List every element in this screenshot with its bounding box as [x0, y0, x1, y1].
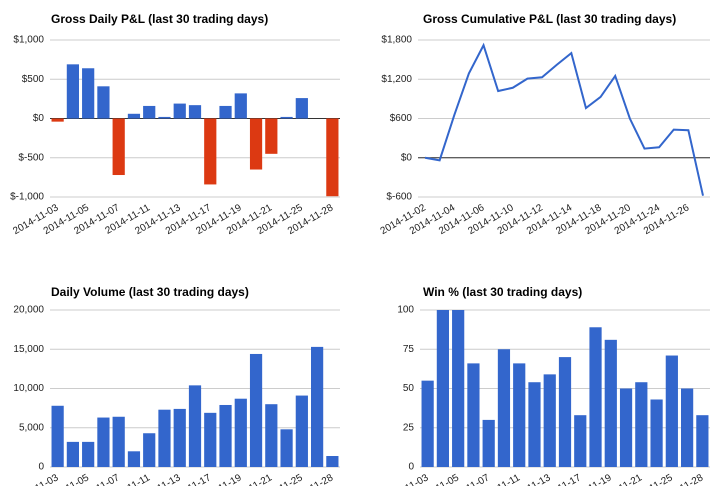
bar — [82, 68, 95, 119]
bar — [295, 98, 308, 119]
bar — [482, 419, 495, 467]
bar — [650, 399, 663, 467]
bar — [97, 86, 110, 119]
bar — [249, 118, 263, 170]
bar — [326, 456, 339, 467]
bar — [127, 451, 141, 467]
chart-panel: Gross Daily P&L (last 30 trading days) $-… — [10, 12, 340, 237]
bar — [188, 385, 202, 467]
x-tick-label: 2014-11-03 — [11, 472, 61, 486]
bar — [127, 113, 141, 119]
x-tick-label: 2014-11-03 — [381, 472, 431, 486]
bar — [112, 416, 125, 467]
y-tick-label: $-600 — [386, 192, 412, 203]
bar — [311, 346, 324, 467]
y-tick-label: 15,000 — [13, 344, 44, 355]
bar — [696, 415, 709, 467]
bar — [219, 404, 232, 467]
bar — [173, 103, 186, 119]
bar — [326, 118, 339, 197]
y-tick-label: $-1,000 — [10, 192, 44, 203]
bar — [249, 353, 263, 467]
bar — [681, 388, 694, 467]
y-tick-label: $600 — [390, 113, 413, 124]
y-tick-label: 20,000 — [13, 305, 44, 316]
y-tick-label: 75 — [403, 344, 415, 355]
bar — [234, 398, 247, 467]
bar — [421, 380, 434, 467]
bar — [497, 349, 511, 467]
bar — [665, 355, 678, 467]
bar — [51, 405, 64, 467]
bar — [97, 417, 110, 467]
chart-panel: Win % (last 30 trading days) 0 25 50 75 100 20… — [381, 285, 710, 486]
bar — [280, 116, 293, 119]
bar — [51, 118, 64, 122]
bar — [66, 64, 79, 119]
bar — [158, 409, 171, 467]
bar — [635, 382, 648, 467]
bar — [234, 93, 247, 119]
bar — [143, 433, 156, 467]
chart-panel: Daily Volume (last 30 trading days) 0 5,00… — [11, 285, 340, 486]
chart-title: Gross Daily P&L (last 30 trading days) — [51, 12, 268, 26]
bar — [295, 395, 308, 467]
chart-title: Gross Cumulative P&L (last 30 trading da… — [423, 12, 676, 26]
bar — [619, 388, 633, 467]
bar — [467, 363, 480, 467]
bar — [188, 105, 202, 119]
bar — [265, 118, 278, 154]
bar — [66, 441, 79, 467]
bar — [173, 408, 186, 467]
y-tick-label: 50 — [403, 383, 415, 394]
line-series — [424, 42, 704, 196]
bar — [265, 404, 278, 467]
y-tick-label: $1,200 — [381, 74, 412, 85]
bar — [589, 327, 602, 467]
bar — [204, 118, 217, 185]
y-tick-label: $500 — [22, 74, 45, 85]
y-tick-label: 100 — [397, 305, 414, 316]
bar — [513, 363, 526, 467]
bar — [112, 118, 125, 176]
bar — [558, 357, 572, 467]
bar — [604, 339, 617, 467]
bar — [204, 412, 217, 467]
chart-title: Daily Volume (last 30 trading days) — [51, 285, 249, 299]
y-tick-label: $1,800 — [381, 35, 412, 46]
y-tick-label: 10,000 — [13, 383, 44, 394]
y-tick-label: $1,000 — [13, 35, 44, 46]
bar — [528, 382, 541, 467]
bar — [158, 116, 171, 119]
bar — [219, 105, 232, 119]
bar — [143, 105, 156, 119]
bar — [280, 429, 293, 467]
y-tick-label: 5,000 — [19, 422, 44, 433]
y-tick-label: $0 — [33, 113, 45, 124]
y-tick-label: 25 — [403, 422, 415, 433]
chart-panel: Gross Cumulative P&L (last 30 trading da… — [379, 12, 710, 237]
bar — [574, 415, 587, 467]
bar — [543, 374, 556, 467]
y-tick-label: $0 — [401, 152, 413, 163]
chart-title: Win % (last 30 trading days) — [423, 285, 582, 299]
bar — [452, 310, 465, 467]
y-tick-label: 0 — [38, 462, 44, 473]
bar — [436, 310, 449, 467]
y-tick-label: $-500 — [18, 152, 44, 163]
y-tick-label: 0 — [408, 462, 414, 473]
bar — [82, 441, 95, 467]
